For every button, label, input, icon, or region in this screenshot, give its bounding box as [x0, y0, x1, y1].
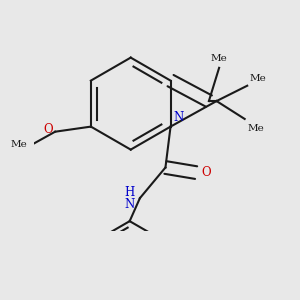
Text: O: O — [201, 166, 211, 179]
Text: O: O — [43, 123, 52, 136]
Text: Me: Me — [247, 124, 264, 133]
Text: H
N: H N — [124, 186, 135, 211]
Text: Me: Me — [250, 74, 266, 83]
Text: Me: Me — [211, 54, 227, 63]
Text: Me: Me — [10, 140, 27, 149]
Text: N: N — [173, 111, 183, 124]
